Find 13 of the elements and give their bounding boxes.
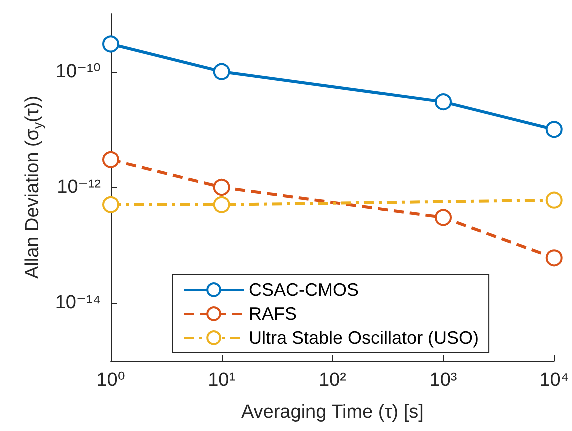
x-tick-label: 10⁴ [540, 370, 570, 391]
legend-label: Ultra Stable Oscillator (USO) [249, 328, 480, 348]
y-tick-label: 10⁻¹⁰ [56, 61, 101, 82]
y-tick-label: 10⁻¹² [57, 177, 101, 198]
x-axis-title: Averaging Time (τ) [s] [241, 402, 424, 423]
legend-label: RAFS [249, 304, 298, 324]
x-tick-label: 10⁰ [96, 370, 126, 391]
x-tick-label: 10¹ [208, 370, 236, 391]
legend-label: CSAC-CMOS [249, 280, 360, 300]
y-tick-label: 10⁻¹⁴ [55, 292, 101, 314]
y-axis-title: Allan Deviation (σy(τ)) [22, 96, 46, 280]
x-tick-label: 10² [318, 370, 346, 391]
x-tick-label: 10³ [430, 370, 458, 391]
